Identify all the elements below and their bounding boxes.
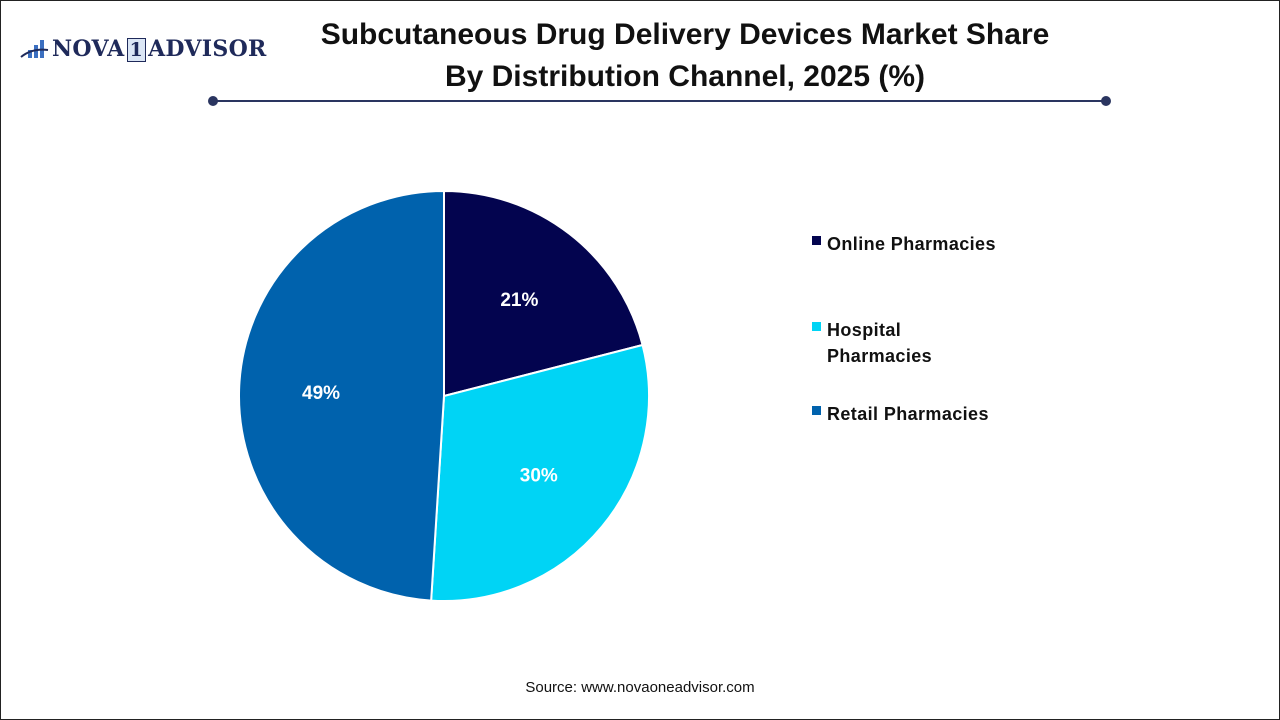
legend-item-hospital: Hospital Pharmacies [812,317,1032,369]
logo-bars-icon [20,40,49,58]
legend-swatch [812,236,821,245]
legend-label: Retail Pharmacies [827,404,989,424]
legend-swatch [812,406,821,415]
data-label: 21% [500,290,538,311]
legend-swatch [812,322,821,331]
divider-dot-right [1101,96,1111,106]
data-label: 49% [302,383,340,404]
title-divider [213,100,1106,102]
chart-title: Subcutaneous Drug Delivery Devices Marke… [320,18,1050,93]
legend-item-online: Online Pharmacies [812,231,1032,257]
source-note: Source: www.novaoneadvisor.com [525,679,755,696]
pie-slice-retail-pharmacies [238,189,445,602]
legend-item-retail: Retail Pharmacies [812,401,1032,427]
logo-text: NOVA 1 ADVISOR [52,36,267,62]
data-label: 30% [520,465,558,486]
pie-slice-hospital-pharmacies [430,343,650,602]
legend-label: Hospital Pharmacies [827,320,933,366]
divider-dot-left [208,96,218,106]
legend-label: Online Pharmacies [827,234,996,254]
pie-slice-online-pharmacies [443,189,644,398]
logo: NOVA 1 ADVISOR [20,36,267,62]
